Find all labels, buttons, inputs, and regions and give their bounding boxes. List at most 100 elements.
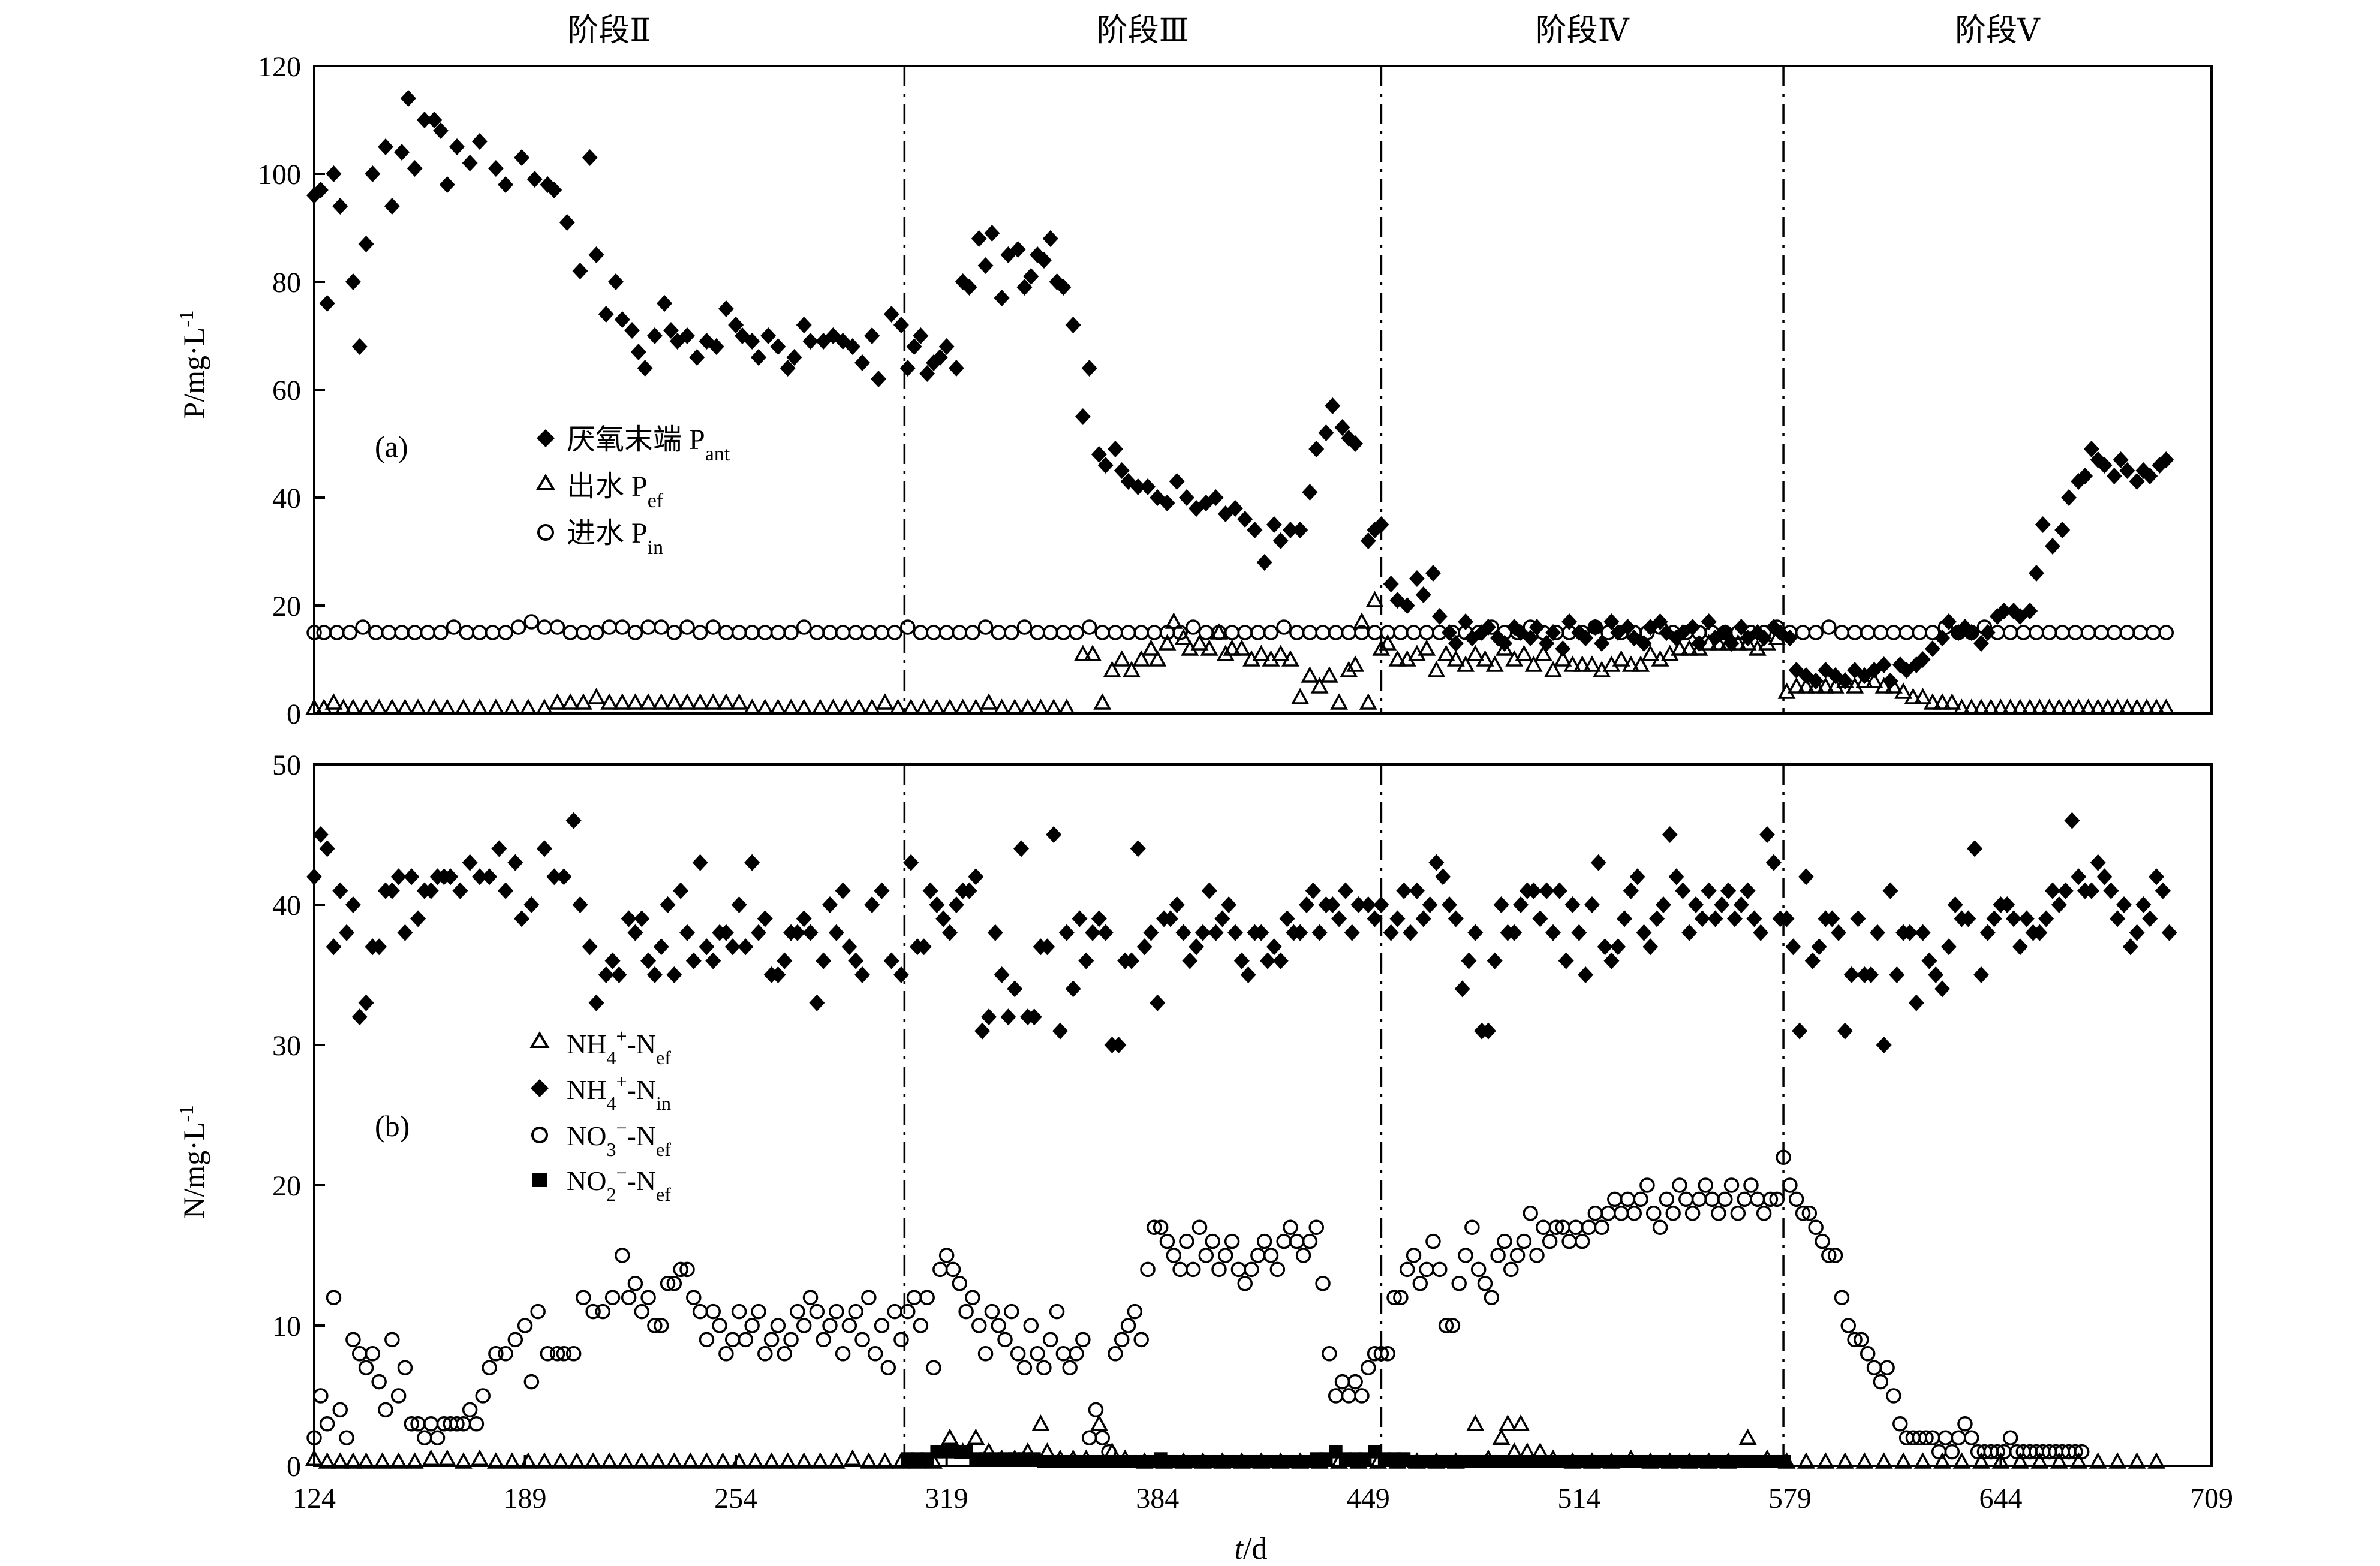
- diamond-point: [1986, 910, 2002, 927]
- circle-point: [368, 625, 384, 640]
- diamond-point: [1422, 896, 1438, 913]
- circle-point: [627, 1276, 643, 1291]
- diamond-point: [1233, 952, 1250, 969]
- circle-point: [1464, 1219, 1480, 1235]
- diamond-point: [1227, 500, 1244, 517]
- diamond-point: [760, 327, 777, 344]
- diamond-point: [2142, 468, 2158, 484]
- circle-point: [1425, 1233, 1441, 1249]
- diamond-point: [604, 952, 621, 969]
- diamond-point: [744, 854, 760, 871]
- triangle-point: [1353, 612, 1371, 629]
- circle-point: [1639, 1177, 1655, 1193]
- triangle-point: [1006, 698, 1024, 715]
- circle-point: [874, 1318, 890, 1333]
- circle-point: [358, 1360, 374, 1375]
- diamond-point: [1227, 924, 1244, 941]
- circle-point: [660, 1276, 676, 1291]
- legend-a: 厌氧末端 Pant 出水 Pef 进水 Pin: [535, 424, 730, 559]
- circle-point: [1827, 1248, 1843, 1263]
- diamond-point: [2103, 882, 2119, 899]
- circle-point: [1256, 1233, 1272, 1249]
- diamond-point: [948, 896, 964, 913]
- circle-point: [1069, 625, 1084, 640]
- circle-point: [952, 1276, 968, 1291]
- diamond-point: [899, 360, 916, 377]
- circle-point: [1069, 1346, 1084, 1362]
- diamond-point: [488, 160, 504, 177]
- diamond-point: [390, 868, 407, 886]
- diamond-point: [2061, 489, 2077, 506]
- triangle-point: [704, 693, 723, 710]
- y-tick-label: 20: [272, 1170, 301, 1202]
- circle-point: [1808, 1219, 1824, 1235]
- triangle-point: [383, 698, 401, 715]
- circle-point: [1166, 1248, 1182, 1263]
- circle-point: [1925, 625, 1940, 640]
- circle-point: [1795, 625, 1811, 640]
- triangle-point: [2157, 698, 2176, 715]
- circle-point: [1302, 1233, 1318, 1249]
- diamond-point: [1292, 522, 1308, 538]
- triangle-point: [795, 698, 813, 715]
- circle-point: [640, 1290, 656, 1305]
- diamond-point: [1337, 882, 1353, 899]
- circle-point: [1691, 1191, 1707, 1207]
- triangle-point: [1359, 693, 1377, 710]
- circle-point: [965, 625, 980, 640]
- diamond-point: [816, 952, 832, 969]
- circle-point: [371, 1374, 387, 1390]
- diamond-point: [2051, 896, 2067, 913]
- triangle-point: [762, 1452, 781, 1469]
- diamond-point: [1584, 896, 1600, 913]
- diamond-point: [2110, 910, 2126, 927]
- circle-point: [615, 1248, 630, 1263]
- circle-point: [1795, 1206, 1811, 1221]
- circle-point: [932, 1261, 948, 1278]
- diamond-point: [598, 966, 614, 983]
- circle-point: [459, 625, 474, 640]
- diamond-point: [750, 924, 766, 941]
- circle-point: [861, 625, 877, 640]
- triangle-point: [2108, 1452, 2127, 1469]
- diamond-point: [345, 896, 361, 913]
- circle-point: [1198, 1248, 1214, 1263]
- diamond-point: [1999, 896, 2015, 913]
- diamond-point: [994, 290, 1010, 306]
- diamond-point: [1967, 840, 1983, 857]
- diamond-point: [1344, 924, 1360, 941]
- triangle-point: [1476, 650, 1494, 667]
- diamond-point: [1571, 924, 1587, 941]
- diamond-point: [1282, 522, 1298, 538]
- diamond-point: [1007, 980, 1023, 998]
- circle-point: [802, 1290, 819, 1305]
- circle-point: [1633, 1191, 1648, 1207]
- square-point: [1777, 1454, 1791, 1468]
- triangle-point: [843, 1449, 862, 1466]
- circle-point: [1361, 1360, 1376, 1375]
- circle-point: [329, 625, 345, 640]
- diamond-point: [1863, 966, 1879, 983]
- diamond-point: [1681, 924, 1698, 941]
- x-tick-label: 124: [293, 1483, 336, 1514]
- circle-point: [1237, 625, 1253, 640]
- diamond-point: [1578, 966, 1594, 983]
- triangle-point: [1612, 650, 1630, 667]
- circle-point: [900, 619, 916, 635]
- triangle-point: [1365, 591, 1384, 607]
- diamond-point: [864, 896, 880, 913]
- circle-point: [686, 1290, 702, 1305]
- circle-point: [549, 619, 565, 635]
- diamond-point: [660, 896, 676, 913]
- diamond-point: [1331, 910, 1347, 927]
- circle-point: [1114, 1332, 1130, 1348]
- triangle-point: [438, 698, 456, 715]
- circle-point: [1347, 1374, 1363, 1390]
- triangle-point: [1952, 698, 1971, 715]
- diamond-point: [1266, 516, 1282, 533]
- diamond-point: [1545, 924, 1561, 941]
- x-tick-label: 579: [1768, 1483, 1812, 1514]
- triangle-point: [370, 698, 389, 715]
- diamond-point: [938, 338, 955, 355]
- triangle-point: [1388, 650, 1407, 667]
